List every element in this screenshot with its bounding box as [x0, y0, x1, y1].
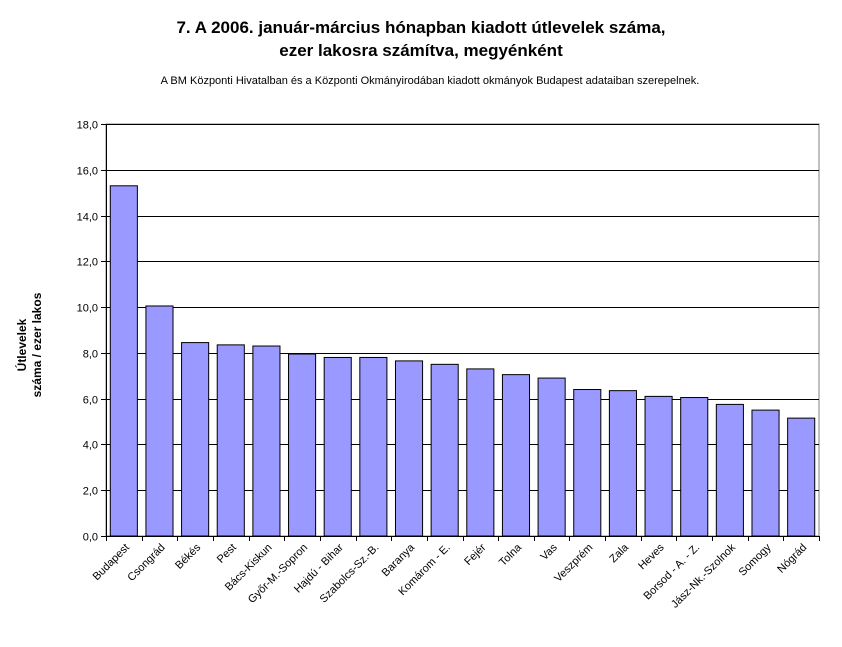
x-tick-label: Jász-Nk.-Szolnok	[669, 541, 738, 610]
y-tick-label: 0,0	[83, 532, 98, 544]
y-tick-label: 6,0	[83, 395, 98, 407]
y-tick-label: 8,0	[83, 349, 98, 361]
y-tick-label: 4,0	[83, 440, 98, 452]
bar	[751, 409, 780, 537]
bar	[466, 368, 495, 537]
x-tick-label: Nógrád	[775, 542, 809, 576]
y-tick-label: 10,0	[77, 303, 98, 315]
y-tick-labels: 0,0 2,0 4,0 6,0 8,0 10,0 12,0 14,0 16,0 18,0	[77, 120, 98, 544]
x-tick-label: Zala	[607, 541, 631, 565]
chart-title: 7. A 2006. január-március hónapban kiado…	[0, 16, 842, 62]
bar	[501, 374, 531, 537]
bar	[394, 360, 424, 537]
bar	[430, 363, 459, 537]
bar	[145, 305, 174, 537]
x-tick-label: Heves	[636, 541, 667, 572]
bar	[644, 395, 673, 537]
y-tick-label: 2,0	[83, 486, 98, 498]
bar	[608, 390, 637, 537]
x-tick-label: Békés	[173, 541, 203, 571]
chart-title-line-2: ezer lakosra számítva, megyénként	[279, 41, 563, 60]
y-tick-label: 16,0	[77, 166, 98, 178]
chart-title-line-1: 7. A 2006. január-március hónapban kiado…	[176, 18, 666, 37]
x-tick-label: Fejér	[462, 541, 488, 567]
grid-lines	[105, 123, 820, 537]
bar	[680, 397, 709, 537]
bar	[537, 377, 566, 537]
y-tick-label: 12,0	[77, 257, 98, 269]
bar	[181, 342, 210, 537]
bar	[323, 356, 352, 537]
axes	[101, 124, 820, 541]
x-tick-label: Veszprém	[552, 542, 595, 585]
y-tick-label: 14,0	[77, 212, 98, 224]
bar	[288, 353, 317, 537]
x-tick-label: Pest	[215, 542, 239, 566]
y-tick-label: 18,0	[77, 120, 98, 132]
bar	[573, 389, 602, 537]
bar	[787, 417, 816, 537]
bar	[715, 403, 744, 537]
bar	[109, 185, 138, 537]
chart-subtitle: A BM Központi Hivatalban és a Központi O…	[160, 75, 700, 87]
bar	[252, 345, 281, 537]
plot-area	[105, 123, 820, 537]
bars	[109, 185, 816, 537]
x-tick-label: Somogy	[737, 541, 774, 578]
bar	[359, 356, 388, 537]
x-tick-label: Csongrád	[125, 542, 167, 584]
x-tick-label: Vas	[538, 541, 560, 563]
bar	[216, 344, 245, 537]
x-tick-label: Tolna	[497, 541, 525, 569]
